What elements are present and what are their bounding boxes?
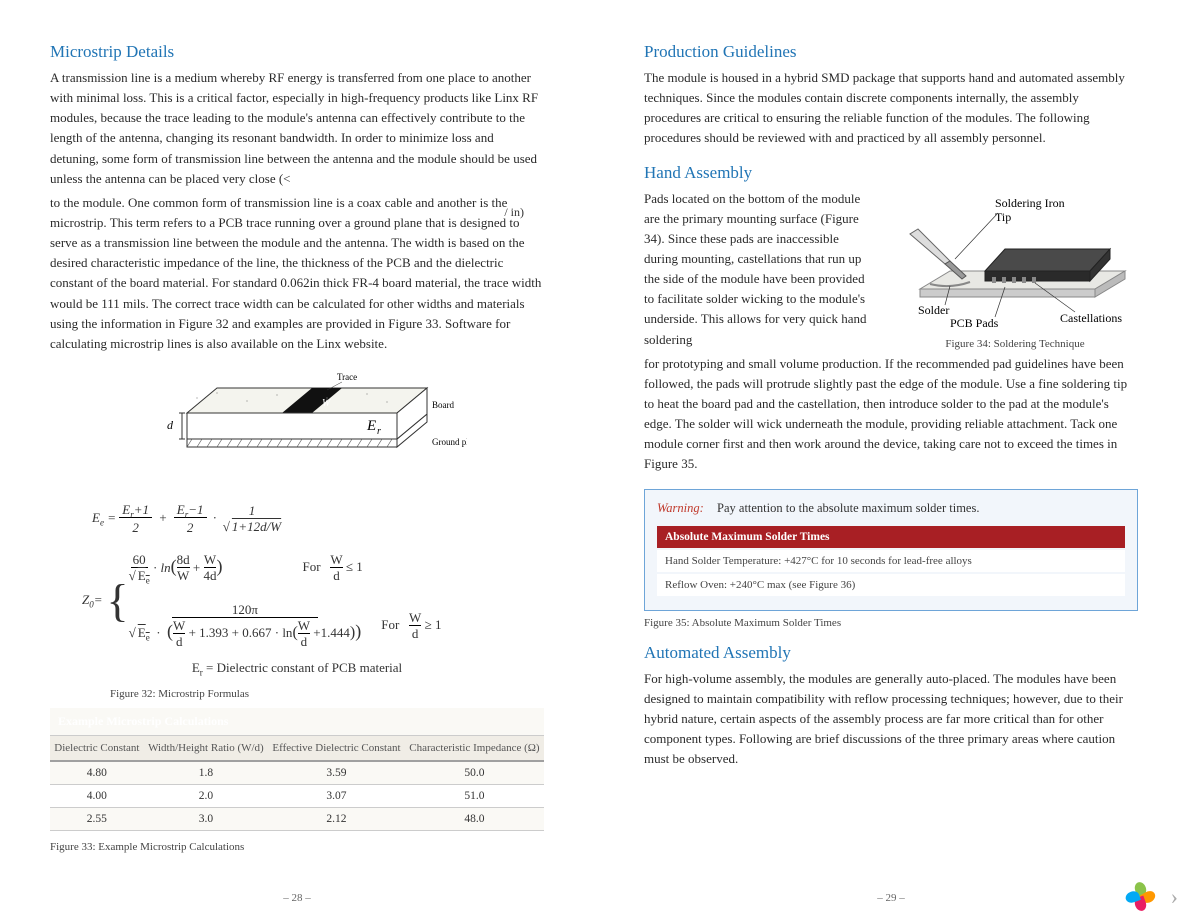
- heading-production: Production Guidelines: [644, 42, 1138, 62]
- col3: Effective Dielectric Constant: [268, 735, 405, 761]
- heading-hand-assembly: Hand Assembly: [644, 163, 1138, 183]
- microstrip-calc-table: Example Microstrip Calculations Dielectr…: [50, 708, 544, 831]
- hand-para-2: for prototyping and small volume product…: [644, 354, 1138, 475]
- hand-para-1: Pads located on the bottom of the module…: [644, 189, 874, 350]
- label-solder: Solder: [918, 303, 949, 317]
- svg-text:E: E: [366, 418, 376, 434]
- label-d: d: [167, 418, 174, 432]
- heading-automated: Automated Assembly: [644, 643, 1138, 663]
- solder-row: Reflow Oven: +240°C max (see Figure 36): [657, 573, 1125, 597]
- fig33-caption: Figure 33: Example Microstrip Calculatio…: [50, 841, 544, 853]
- table-row: 2.553.02.1248.0: [50, 807, 544, 830]
- fig35-caption: Figure 35: Absolute Maximum Solder Times: [644, 617, 1138, 629]
- svg-text:Tip: Tip: [995, 210, 1011, 224]
- label-iron: Soldering Iron: [995, 196, 1065, 210]
- label-ground: Ground plane: [432, 437, 467, 447]
- soldering-diagram: Soldering Iron Tip Solder PCB Pads Caste…: [892, 189, 1138, 354]
- col4: Characteristic Impedance (Ω): [405, 735, 544, 761]
- left-page: Microstrip Details A transmission line i…: [0, 0, 594, 918]
- fig32-caption: Figure 32: Microstrip Formulas: [110, 688, 544, 700]
- label-pads: PCB Pads: [950, 316, 999, 329]
- page-number-right: – 29 –: [594, 892, 1188, 904]
- table-row: 4.801.83.5950.0: [50, 761, 544, 785]
- svg-text:r: r: [377, 426, 381, 437]
- para-2: to the module. One common form of transm…: [50, 193, 544, 354]
- prod-para: The module is housed in a hybrid SMD pac…: [644, 68, 1138, 149]
- col1: Dielectric Constant: [50, 735, 144, 761]
- warning-box: Warning: Pay attention to the absolute m…: [644, 489, 1138, 611]
- warning-label: Warning:: [657, 501, 704, 515]
- formula-block: Ee = Er+12 + Er−12 · 1√1+12d/W Z0= { 60√…: [82, 502, 512, 678]
- fraction-note: / in): [504, 205, 524, 220]
- col2: Width/Height Ratio (W/d): [144, 735, 268, 761]
- label-trace: Trace: [337, 372, 357, 382]
- page-number-left: – 28 –: [0, 892, 594, 904]
- right-page: Production Guidelines The module is hous…: [594, 0, 1188, 918]
- auto-para: For high-volume assembly, the modules ar…: [644, 669, 1138, 770]
- microstrip-diagram: W d E r: [50, 368, 544, 700]
- warning-text: Pay attention to the absolute maximum so…: [717, 501, 979, 515]
- label-board: Board: [432, 400, 454, 410]
- table-row: 4.002.03.0751.0: [50, 784, 544, 807]
- solder-table-title: Absolute Maximum Solder Times: [657, 526, 1125, 549]
- logo-icon: [1125, 882, 1155, 912]
- para-1: A transmission line is a medium whereby …: [50, 68, 544, 189]
- solder-times-table: Absolute Maximum Solder Times Hand Solde…: [657, 526, 1125, 598]
- nav-controls: ›: [1125, 882, 1178, 912]
- solder-row: Hand Solder Temperature: +427°C for 10 s…: [657, 549, 1125, 573]
- table-title: Example Microstrip Calculations: [50, 708, 544, 736]
- heading-microstrip: Microstrip Details: [50, 42, 544, 62]
- label-castellations: Castellations: [1060, 311, 1122, 325]
- next-page-button[interactable]: ›: [1171, 884, 1178, 910]
- fig34-caption: Figure 34: Soldering Technique: [892, 338, 1138, 350]
